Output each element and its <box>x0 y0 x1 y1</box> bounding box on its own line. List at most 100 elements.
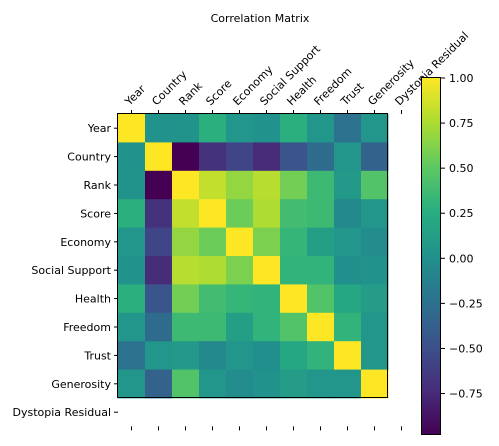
heatmap-cell <box>226 170 254 200</box>
heatmap-cell <box>145 312 173 342</box>
heatmap-cell <box>118 256 146 285</box>
y-tick-label: Dystopia Residual <box>13 406 111 419</box>
heatmap-cell <box>280 199 308 228</box>
heatmap-cell <box>334 312 362 342</box>
colorbar-tick-label: 1.00 <box>449 72 474 85</box>
heatmap-cell <box>253 142 281 172</box>
heatmap-cell <box>307 369 335 399</box>
heatmap-cell <box>334 256 362 285</box>
heatmap-cell <box>253 170 281 200</box>
heatmap-cell <box>118 199 146 228</box>
heatmap-cell <box>334 341 362 370</box>
heatmap-cell <box>199 284 227 314</box>
heatmap-cell <box>280 170 308 200</box>
heatmap-cell <box>280 142 308 172</box>
chart-title: Correlation Matrix <box>211 12 310 25</box>
y-axis-labels: Year Country Rank Score Economy Social Suppor… <box>13 122 112 419</box>
heatmap-cell <box>253 341 281 370</box>
heatmap-cell <box>172 284 200 314</box>
heatmap-cell <box>334 142 362 172</box>
heatmap-cell <box>361 341 389 370</box>
colorbar-ticks: 1.00 0.75 0.50 0.25 0.00 −0.25 −0.50 −0.75 <box>441 72 483 401</box>
heatmap-cells <box>118 114 389 399</box>
heatmap-cell <box>172 142 200 172</box>
heatmap-cell <box>226 114 254 143</box>
heatmap-cell <box>253 114 281 143</box>
y-tick-label: Freedom <box>63 321 111 334</box>
heatmap-cell <box>226 284 254 314</box>
heatmap-cell <box>334 199 362 228</box>
heatmap-cell <box>199 341 227 370</box>
heatmap-cell <box>280 256 308 285</box>
heatmap-cell <box>118 284 146 314</box>
heatmap-cell <box>145 199 173 228</box>
heatmap-cell <box>334 170 362 200</box>
heatmap-cell <box>226 199 254 228</box>
heatmap-cell <box>199 369 227 399</box>
heatmap-cell <box>361 284 389 314</box>
heatmap-cell <box>199 227 227 257</box>
heatmap-cell <box>361 170 389 200</box>
colorbar-tick-label: 0.75 <box>449 117 474 130</box>
heatmap-cell <box>307 170 335 200</box>
heatmap-cell <box>118 170 146 200</box>
heatmap-cell <box>280 312 308 342</box>
colorbar <box>421 77 441 435</box>
heatmap-cell <box>199 114 227 143</box>
y-tick-label: Year <box>87 122 112 135</box>
heatmap-cell <box>172 199 200 228</box>
heatmap-cell <box>307 142 335 172</box>
heatmap-cell <box>280 284 308 314</box>
colorbar-tick-label: −0.25 <box>449 297 483 310</box>
heatmap-cell <box>172 227 200 257</box>
heatmap-cell <box>226 227 254 257</box>
heatmap-cell <box>199 256 227 285</box>
heatmap-cell <box>226 341 254 370</box>
heatmap-cell <box>145 142 173 172</box>
y-tick-label: Economy <box>60 236 111 249</box>
heatmap-cell <box>172 341 200 370</box>
heatmap-cell <box>361 227 389 257</box>
heatmap-cell <box>361 142 389 172</box>
colorbar-tick-label: 0.00 <box>449 252 474 265</box>
colorbar-tick-label: −0.75 <box>449 388 483 401</box>
heatmap-cell <box>361 114 389 143</box>
heatmap-cell <box>172 114 200 143</box>
heatmap-cell <box>118 341 146 370</box>
heatmap-cell <box>226 312 254 342</box>
heatmap-cell <box>361 256 389 285</box>
heatmap-cell <box>199 199 227 228</box>
colorbar-tick-label: 0.50 <box>449 162 474 175</box>
plot-frame <box>117 113 388 398</box>
colorbar-tick-label: −0.50 <box>449 342 483 355</box>
heatmap-cell <box>334 114 362 143</box>
heatmap-cell <box>145 256 173 285</box>
heatmap-cell <box>145 170 173 200</box>
heatmap-cell <box>199 142 227 172</box>
y-tick-label: Health <box>75 293 111 306</box>
y-tick-label: Generosity <box>51 378 111 391</box>
heatmap-cell <box>280 227 308 257</box>
y-tick-label: Social Support <box>31 264 111 277</box>
heatmap-cell <box>253 369 281 399</box>
heatmap-cell <box>253 312 281 342</box>
x-axis-ticks <box>131 110 402 431</box>
heatmap-cell <box>118 227 146 257</box>
heatmap-cell <box>334 284 362 314</box>
heatmap-cell <box>253 256 281 285</box>
y-tick-label: Rank <box>84 179 112 192</box>
y-tick-label: Score <box>80 207 111 220</box>
heatmap-cell <box>334 227 362 257</box>
heatmap-cell <box>199 170 227 200</box>
heatmap-cell <box>307 227 335 257</box>
heatmap-cell <box>118 369 146 399</box>
heatmap-cell <box>280 114 308 143</box>
y-tick-label: Trust <box>83 349 111 362</box>
heatmap-cell <box>361 312 389 342</box>
heatmap-cell <box>172 256 200 285</box>
heatmap-cell <box>199 312 227 342</box>
heatmap-cell <box>226 256 254 285</box>
heatmap-cell <box>307 199 335 228</box>
heatmap-cell <box>172 170 200 200</box>
